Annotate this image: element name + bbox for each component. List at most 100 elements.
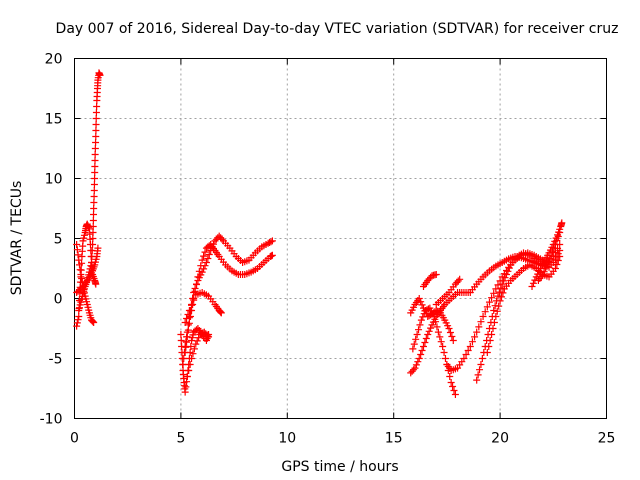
data-point-plus [91,163,99,170]
data-point-plus [485,343,493,350]
series-arc-l [409,304,459,398]
data-point-plus [451,391,459,398]
data-point-plus [88,253,96,260]
data-point-plus [217,308,225,316]
data-point-plus [556,253,564,260]
data-point-plus [430,313,438,320]
series-arc-d [75,69,104,314]
data-point-plus [421,339,429,346]
y-axis-title: SDTVAR / TECUs [9,181,25,296]
data-point-plus [75,313,83,320]
data-point-plus [91,157,99,164]
data-point-plus [479,313,487,320]
data-point-plus [183,333,191,341]
series-arc-r [432,275,464,308]
data-point-plus [184,311,192,318]
data-point-plus [413,331,421,338]
data-point-plus [84,222,92,230]
data-point-plus [92,121,100,128]
data-point-plus [90,187,98,194]
data-point-plus [499,289,507,297]
chart-title: Day 007 of 2016, Sidereal Day-to-day VTE… [56,21,619,37]
data-point-plus [481,308,489,316]
series-arc-o [483,253,564,356]
data-point-plus [90,199,98,206]
y-tick-label: 20 [45,52,63,68]
data-point-plus [490,307,498,314]
x-tick-label: 5 [176,431,185,447]
x-tick-label: 20 [491,431,509,447]
data-point-plus [477,361,485,368]
y-tick-label: 5 [54,232,63,248]
y-tick-label: -10 [40,412,63,428]
data-point-plus [445,325,453,332]
data-point-plus [550,244,558,252]
data-point-plus [492,285,500,293]
data-point-plus [462,351,470,358]
data-point-plus [77,271,85,278]
data-point-plus [551,265,559,272]
data-point-plus [488,331,496,338]
data-point-plus [89,223,97,230]
data-point-plus [83,220,91,228]
data-point-plus [466,343,474,350]
data-point-plus [189,350,197,358]
data-point-plus [483,349,491,356]
data-point-plus [449,383,457,390]
data-point-plus [490,289,498,297]
data-point-plus [197,262,205,270]
x-tick-label: 10 [278,431,296,447]
data-point-plus [417,351,425,358]
series-arc-n [473,247,564,384]
data-point-plus [473,376,481,384]
data-point-plus [495,302,503,310]
data-point-plus [89,235,97,242]
data-point-plus [410,340,418,348]
data-point-plus [88,247,96,254]
data-point-plus [417,298,425,306]
data-point-plus [183,373,191,380]
data-point-plus [183,378,191,386]
y-tick-label: 10 [45,172,63,188]
data-point-plus [90,205,98,212]
data-point-plus [193,337,201,345]
data-point-plus [412,361,420,369]
data-point-plus [218,235,226,243]
data-point-plus [495,288,503,296]
data-point-plus [75,261,83,269]
data-point-plus [185,367,193,374]
data-point-plus [89,217,97,224]
data-point-plus [92,139,100,146]
data-point-plus [553,261,561,268]
grid [74,58,607,419]
x-tick-label: 15 [385,431,403,447]
data-point-plus [432,271,440,278]
data-point-plus [415,355,423,362]
data-point-plus [185,319,193,327]
data-point-plus [92,109,100,116]
data-point-plus [440,349,448,356]
data-point-plus [419,313,427,321]
data-point-plus [216,307,224,315]
data-point-plus [412,335,420,343]
data-point-plus [475,323,483,331]
data-point-plus [547,251,555,259]
data-point-plus [93,103,101,110]
data-point-plus [89,229,97,236]
data-point-plus [464,347,472,354]
data-point-plus [73,319,81,327]
data-point-plus [416,321,424,329]
data-point-plus [92,127,100,134]
data-point-plus [195,267,203,275]
data-point-plus [91,169,99,176]
data-point-plus [181,319,189,326]
data-point-plus [198,256,206,264]
data-point-plus [74,251,82,259]
data-point-plus [544,258,552,266]
data-point-plus [88,317,96,325]
data-point-plus [553,237,561,244]
data-point-plus [180,355,188,362]
data-point-plus [92,115,100,122]
y-tick-label: 15 [45,112,63,128]
data-point-plus [177,331,185,338]
